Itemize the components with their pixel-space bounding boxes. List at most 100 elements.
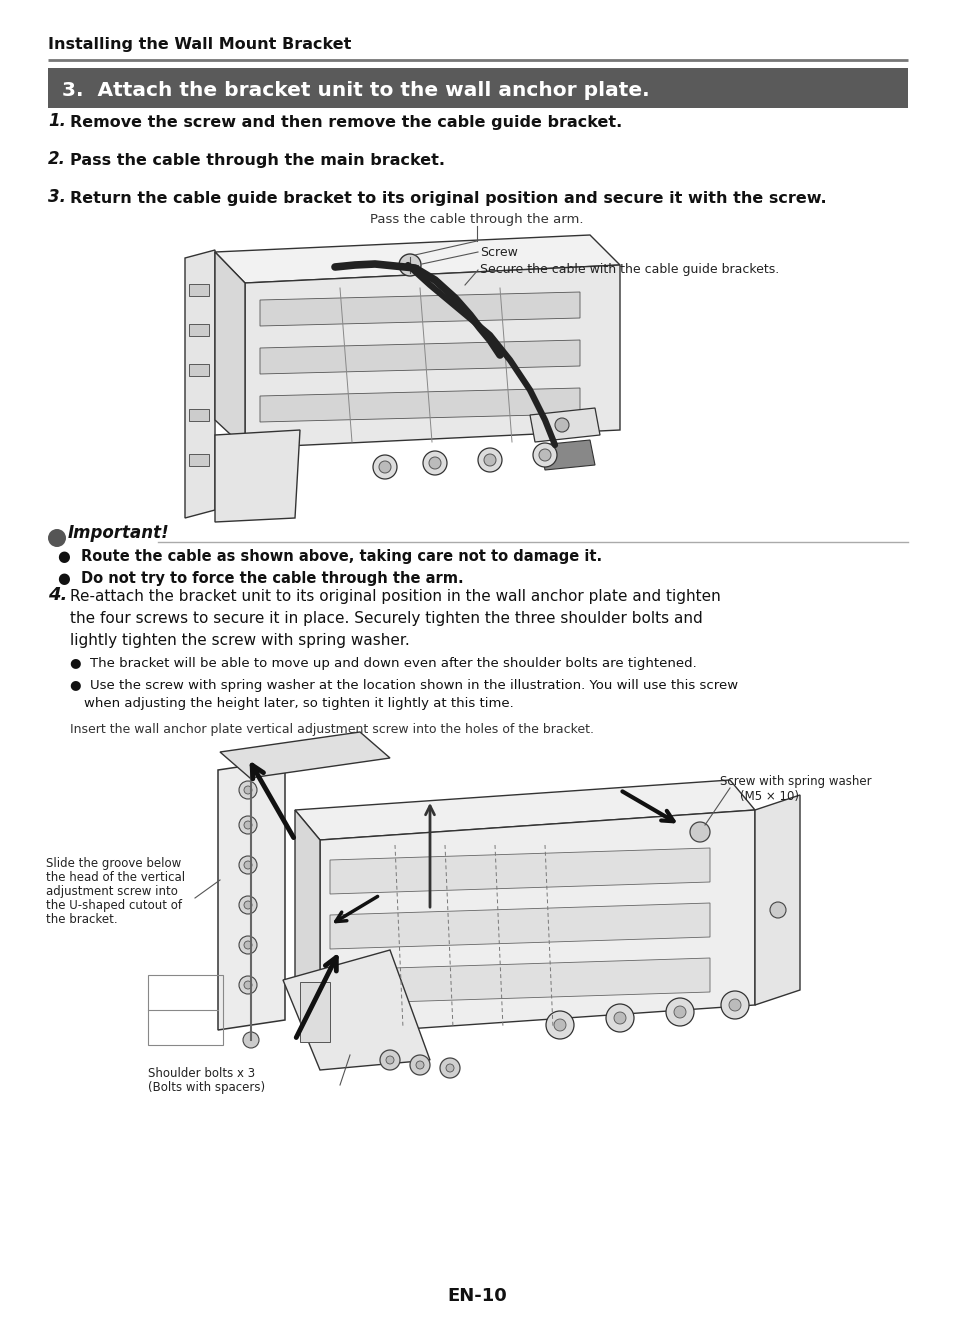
Polygon shape: [260, 388, 579, 422]
Circle shape: [429, 457, 440, 469]
Text: Screw: Screw: [479, 246, 517, 258]
Polygon shape: [283, 951, 430, 1070]
Circle shape: [439, 1058, 459, 1078]
Circle shape: [605, 1004, 634, 1032]
Polygon shape: [220, 731, 390, 778]
Polygon shape: [294, 779, 754, 840]
Polygon shape: [319, 810, 754, 1035]
Circle shape: [244, 901, 252, 909]
Text: (M5 × 10): (M5 × 10): [740, 790, 799, 804]
Text: Pass the cable through the arm.: Pass the cable through the arm.: [370, 213, 583, 226]
Circle shape: [533, 443, 557, 467]
Text: Secure the cable with the cable guide brackets.: Secure the cable with the cable guide br…: [479, 263, 779, 277]
Text: Shoulder bolts x 3: Shoulder bolts x 3: [148, 1067, 254, 1080]
Text: the bracket.: the bracket.: [46, 913, 117, 927]
Bar: [48, 68, 907, 108]
Text: Screw with spring washer: Screw with spring washer: [720, 775, 871, 787]
Bar: [148, 975, 223, 1046]
Circle shape: [239, 976, 256, 993]
Circle shape: [244, 861, 252, 869]
Polygon shape: [539, 440, 595, 471]
Text: ●  The bracket will be able to move up and down even after the shoulder bolts ar: ● The bracket will be able to move up an…: [70, 656, 696, 670]
Circle shape: [614, 1012, 625, 1024]
Polygon shape: [214, 431, 299, 521]
Circle shape: [769, 902, 785, 919]
Text: lightly tighten the screw with spring washer.: lightly tighten the screw with spring wa…: [70, 632, 410, 648]
Circle shape: [410, 1055, 430, 1075]
Polygon shape: [260, 340, 579, 374]
Circle shape: [545, 1011, 574, 1039]
Polygon shape: [185, 250, 214, 517]
Text: 1.: 1.: [48, 112, 66, 130]
Polygon shape: [260, 291, 579, 326]
Polygon shape: [330, 848, 709, 894]
Circle shape: [378, 461, 391, 473]
Bar: [189, 364, 209, 376]
Polygon shape: [330, 902, 709, 949]
Circle shape: [673, 1005, 685, 1017]
Circle shape: [386, 1056, 394, 1064]
Bar: [189, 324, 209, 336]
Circle shape: [538, 449, 551, 461]
Text: Return the cable guide bracket to its original position and secure it with the s: Return the cable guide bracket to its or…: [70, 191, 825, 206]
Text: Pass the cable through the main bracket.: Pass the cable through the main bracket.: [70, 152, 444, 168]
Circle shape: [477, 448, 501, 472]
Text: the head of the vertical: the head of the vertical: [46, 870, 185, 884]
Bar: [299, 981, 330, 1042]
Circle shape: [422, 451, 447, 475]
Polygon shape: [330, 959, 709, 1004]
Circle shape: [239, 896, 256, 915]
Circle shape: [243, 1032, 258, 1048]
Circle shape: [244, 821, 252, 829]
Bar: [189, 409, 209, 421]
Polygon shape: [214, 235, 619, 283]
Text: the four screws to secure it in place. Securely tighten the three shoulder bolts: the four screws to secure it in place. S…: [70, 611, 702, 626]
Text: Insert the wall anchor plate vertical adjustment screw into the holes of the bra: Insert the wall anchor plate vertical ad…: [70, 723, 594, 735]
Circle shape: [554, 1019, 565, 1031]
Circle shape: [379, 1050, 399, 1070]
Polygon shape: [214, 251, 245, 448]
Polygon shape: [245, 265, 619, 448]
Circle shape: [728, 999, 740, 1011]
Circle shape: [373, 455, 396, 479]
Text: 3.  Attach the bracket unit to the wall anchor plate.: 3. Attach the bracket unit to the wall a…: [62, 80, 649, 99]
Circle shape: [48, 529, 66, 547]
Circle shape: [239, 816, 256, 834]
Bar: [189, 283, 209, 295]
Text: 3.: 3.: [48, 189, 66, 206]
Circle shape: [689, 822, 709, 842]
Bar: [189, 455, 209, 467]
Text: the U-shaped cutout of: the U-shaped cutout of: [46, 898, 182, 912]
Text: when adjusting the height later, so tighten it lightly at this time.: when adjusting the height later, so tigh…: [84, 697, 514, 710]
Circle shape: [239, 936, 256, 955]
Text: Re-attach the bracket unit to its original position in the wall anchor plate and: Re-attach the bracket unit to its origin…: [70, 590, 720, 604]
Text: Remove the screw and then remove the cable guide bracket.: Remove the screw and then remove the cab…: [70, 115, 621, 130]
Text: EN-10: EN-10: [447, 1288, 506, 1305]
Text: Installing the Wall Mount Bracket: Installing the Wall Mount Bracket: [48, 37, 351, 52]
Circle shape: [244, 786, 252, 794]
Text: ●  Do not try to force the cable through the arm.: ● Do not try to force the cable through …: [58, 571, 463, 586]
Polygon shape: [754, 796, 800, 1005]
Circle shape: [239, 856, 256, 874]
Text: 2.: 2.: [48, 150, 66, 168]
Circle shape: [720, 991, 748, 1019]
Circle shape: [239, 781, 256, 800]
Text: Slide the groove below: Slide the groove below: [46, 857, 181, 870]
Text: adjustment screw into: adjustment screw into: [46, 885, 177, 898]
Circle shape: [483, 455, 496, 467]
Text: ●  Route the cable as shown above, taking care not to damage it.: ● Route the cable as shown above, taking…: [58, 550, 601, 564]
Text: ●  Use the screw with spring washer at the location shown in the illustration. Y: ● Use the screw with spring washer at th…: [70, 679, 738, 693]
Circle shape: [398, 254, 420, 275]
Circle shape: [665, 997, 693, 1025]
Text: 4.: 4.: [48, 586, 68, 604]
Circle shape: [555, 418, 568, 432]
Circle shape: [416, 1062, 423, 1070]
Text: Important!: Important!: [68, 524, 170, 541]
Circle shape: [244, 941, 252, 949]
Circle shape: [244, 981, 252, 989]
Polygon shape: [218, 759, 285, 1029]
Polygon shape: [294, 810, 319, 1035]
Circle shape: [446, 1064, 454, 1072]
Polygon shape: [530, 408, 599, 443]
Text: (Bolts with spacers): (Bolts with spacers): [148, 1082, 265, 1094]
